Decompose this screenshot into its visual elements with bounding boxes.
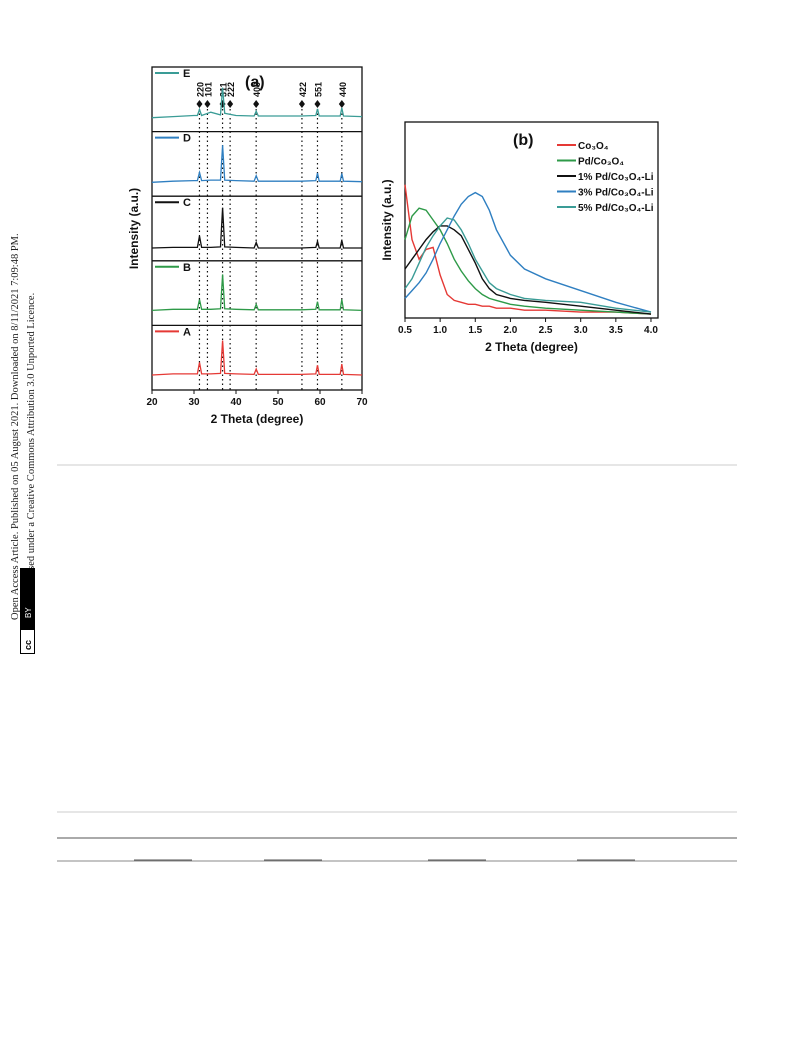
legend-label: A bbox=[183, 326, 191, 338]
x-axis-label: 2 Theta (degree) bbox=[211, 412, 304, 426]
legend-label: E bbox=[183, 68, 190, 80]
plot-frame bbox=[404, 121, 659, 319]
legend-label: 1% Pd/Co₃O₄-Li bbox=[578, 172, 654, 183]
reflection-label: 440 bbox=[338, 82, 348, 97]
license-badge-part bbox=[21, 630, 34, 653]
series-line bbox=[404, 225, 652, 315]
x-tick-label: 4.0 bbox=[644, 325, 658, 336]
badge-text: BY bbox=[24, 607, 33, 618]
legend-label: C bbox=[183, 197, 191, 209]
series-line bbox=[151, 274, 363, 312]
x-tick-label: 0.5 bbox=[398, 325, 412, 336]
reflection-marker bbox=[253, 100, 260, 108]
plot-frame bbox=[151, 66, 363, 391]
x-axis-label: 2 Theta (degree) bbox=[485, 340, 578, 354]
panel-label: (b) bbox=[513, 132, 533, 149]
reflection-label: 222 bbox=[226, 82, 236, 97]
reflection-label: 311 bbox=[219, 82, 229, 97]
x-tick-label: 3.5 bbox=[609, 325, 623, 336]
x-tick-label: 1.5 bbox=[468, 325, 482, 336]
legend-label: Co₃O₄ bbox=[578, 141, 609, 152]
sidebar-line: Open Access Article. Published on 05 Aug… bbox=[10, 233, 21, 620]
legend-label: B bbox=[183, 262, 191, 274]
reflection-marker bbox=[338, 100, 345, 108]
x-tick-label: 1.0 bbox=[433, 325, 447, 336]
x-tick-label: 70 bbox=[356, 397, 368, 408]
reflection-marker bbox=[204, 100, 211, 108]
x-tick-label: 2.0 bbox=[503, 325, 517, 336]
reflection-label: 101 bbox=[203, 82, 213, 97]
panel-label: (a) bbox=[245, 74, 265, 91]
reflection-label: 220 bbox=[195, 82, 205, 97]
x-tick-label: 3.0 bbox=[574, 325, 588, 336]
series-line bbox=[151, 207, 362, 249]
x-tick-label: 2.5 bbox=[539, 325, 553, 336]
reflection-marker bbox=[314, 100, 321, 108]
sidebar-line: This article is licensed under a Creativ… bbox=[26, 293, 37, 650]
y-axis-label: Intensity (a.u.) bbox=[380, 179, 394, 260]
reflection-label: 422 bbox=[298, 82, 308, 97]
x-tick-label: 40 bbox=[230, 397, 242, 408]
x-tick-label: 50 bbox=[272, 397, 284, 408]
legend-label: 3% Pd/Co₃O₄-Li bbox=[578, 188, 654, 199]
series-line bbox=[404, 191, 652, 313]
series-line bbox=[151, 87, 363, 119]
x-tick-label: 30 bbox=[188, 397, 200, 408]
series-line bbox=[151, 145, 363, 183]
badge-text: cc bbox=[23, 640, 33, 650]
reflection-label: 400 bbox=[252, 82, 262, 97]
reflection-marker bbox=[298, 100, 305, 108]
reflection-marker bbox=[227, 100, 234, 108]
reflection-label: 551 bbox=[313, 82, 323, 97]
reflection-marker bbox=[196, 100, 203, 108]
legend-label: D bbox=[183, 133, 191, 145]
series-line bbox=[404, 207, 652, 315]
series-line bbox=[404, 184, 652, 315]
series-line bbox=[151, 340, 363, 376]
x-tick-label: 20 bbox=[146, 397, 158, 408]
series-line bbox=[404, 217, 652, 313]
legend-label: Pd/Co₃O₄ bbox=[578, 157, 624, 168]
legend-label: 5% Pd/Co₃O₄-Li bbox=[578, 203, 654, 214]
x-tick-label: 60 bbox=[314, 397, 326, 408]
y-axis-label: Intensity (a.u.) bbox=[127, 188, 141, 269]
